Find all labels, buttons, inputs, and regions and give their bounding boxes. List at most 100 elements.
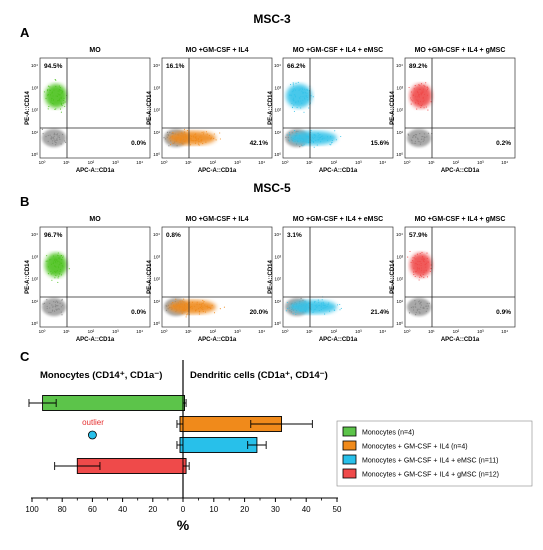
y-tick-label: 10¹ <box>31 130 38 135</box>
lower-dot <box>310 129 312 131</box>
gray-dot <box>167 134 169 136</box>
upper-dot <box>52 262 54 264</box>
lower-dot <box>300 306 302 308</box>
lower-dot <box>211 304 213 306</box>
gray-dot <box>52 136 54 138</box>
upper-dot <box>429 270 431 273</box>
lower-dot <box>302 310 304 312</box>
y-tick-label: 10¹ <box>274 130 281 135</box>
lower-dot <box>200 137 202 139</box>
gray-dot <box>300 297 302 300</box>
lower-dot <box>295 313 297 316</box>
upper-dot <box>50 271 52 273</box>
lower-right-percent: 20.0% <box>250 309 269 316</box>
lower-dot <box>200 135 202 137</box>
lower-dot <box>293 129 296 132</box>
gray-dot <box>54 133 56 135</box>
upper-dot <box>295 82 297 84</box>
lower-dot <box>316 304 318 306</box>
lower-dot <box>323 303 325 305</box>
y-tick-label: 10² <box>274 277 281 282</box>
lower-dot <box>319 136 321 139</box>
upper-dot <box>59 261 61 263</box>
gray-cloud <box>407 298 431 316</box>
lower-dot <box>183 136 185 138</box>
lower-dot <box>323 305 325 307</box>
x-tick-label: 10³ <box>234 329 241 334</box>
x-tick-label: 10¹ <box>185 160 192 165</box>
upper-dot <box>57 281 59 283</box>
upper-dot <box>419 92 421 94</box>
upper-dot <box>291 107 294 109</box>
gray-dot <box>49 134 51 136</box>
lower-dot <box>191 308 193 310</box>
upper-dot <box>56 95 58 97</box>
gray-dot <box>428 302 430 304</box>
lower-dot <box>304 310 306 312</box>
y-tick-label: 10⁴ <box>153 232 160 237</box>
y-tick-label: 10⁴ <box>274 63 281 68</box>
gray-dot <box>287 136 289 139</box>
gray-dot <box>422 140 424 143</box>
upper-dot <box>300 96 302 98</box>
lower-dot <box>209 307 211 309</box>
gray-cloud <box>42 298 66 316</box>
gray-dot <box>53 310 56 312</box>
lower-right-percent: 42.1% <box>250 140 269 147</box>
upper-dot <box>60 96 62 98</box>
upper-dot <box>297 81 299 83</box>
upper-dot <box>56 258 58 261</box>
gray-dot <box>55 300 57 302</box>
y-tick-label: 10⁰ <box>396 321 403 326</box>
lower-dot <box>286 134 288 136</box>
upper-dot <box>414 275 416 278</box>
lower-dot <box>196 303 198 305</box>
bar-right <box>182 437 258 453</box>
upper-dot <box>56 100 59 102</box>
lower-dot <box>329 143 331 145</box>
lower-dot <box>176 139 178 141</box>
lower-dot <box>325 306 327 308</box>
x-tick-label: 10⁰ <box>282 329 289 334</box>
upper-dot <box>47 266 49 268</box>
lower-dot <box>172 137 174 139</box>
upper-dot <box>419 100 422 102</box>
y-tick-label: 10⁴ <box>274 232 281 237</box>
upper-dot <box>292 89 294 91</box>
lower-dot <box>321 137 324 139</box>
upper-dot <box>60 262 62 264</box>
lower-right-percent: 15.6% <box>371 140 390 147</box>
lower-dot <box>203 133 205 135</box>
y-tick-label: 10³ <box>396 254 403 259</box>
lower-dot <box>198 141 200 143</box>
lower-dot <box>304 300 306 302</box>
lower-dot <box>172 142 174 144</box>
upper-dot <box>59 256 61 258</box>
y-tick-label: 10⁰ <box>396 152 403 157</box>
lower-dot <box>293 140 295 142</box>
x-tick-label: 10² <box>88 329 95 334</box>
gray-dot <box>52 305 54 307</box>
x-axis-label: APC-A::CD1a <box>198 337 237 343</box>
y-axis-label: PE-A::CD14 <box>268 91 274 125</box>
upper-dot <box>58 90 60 92</box>
gray-dot <box>412 306 414 308</box>
gray-dot <box>410 139 412 141</box>
upper-dot <box>426 252 428 254</box>
upper-dot <box>57 254 59 256</box>
upper-dot <box>418 260 420 262</box>
upper-dot <box>302 91 304 93</box>
y-axis-label: PE-A::CD14 <box>268 260 274 294</box>
lower-dot <box>317 136 319 138</box>
lower-dot <box>213 138 215 140</box>
upper-dot <box>301 102 303 104</box>
lower-dot <box>181 300 183 302</box>
lower-dot <box>186 304 188 306</box>
upper-dot <box>420 267 423 269</box>
upper-dot <box>423 271 425 274</box>
upper-dot <box>297 100 299 102</box>
upper-dot <box>421 276 423 278</box>
upper-left-percent: 96.7% <box>44 232 63 239</box>
